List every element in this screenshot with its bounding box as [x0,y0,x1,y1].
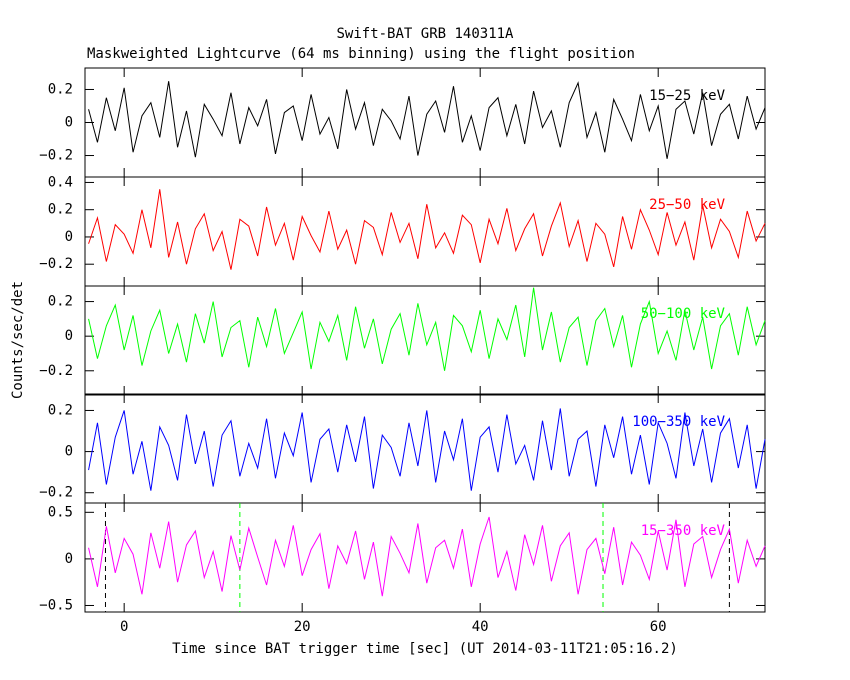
lightcurve [88,287,766,371]
x-tick-label: 40 [472,619,489,635]
chart-title: Swift-BAT GRB 140311A [336,26,514,42]
y-tick-label: 0.2 [48,81,73,97]
y-tick-label: 0.2 [48,202,73,218]
lightcurve [88,81,766,159]
y-tick-label: 0 [65,328,73,344]
y-tick-label: 0 [65,444,73,460]
x-tick-label: 60 [650,619,667,635]
y-tick-label: 0.2 [48,402,73,418]
y-tick-label: −0.2 [39,485,73,501]
chart-subtitle: Maskweighted Lightcurve (64 ms binning) … [87,46,635,62]
y-axis-label: Counts/sec/det [10,281,26,399]
x-tick-label: 20 [294,619,311,635]
y-tick-label: −0.5 [39,597,73,613]
y-tick-label: 0 [65,115,73,131]
lightcurve [88,189,766,270]
panel-frame [84,285,766,396]
y-tick-label: 0.4 [48,174,73,190]
panel-frame [84,502,766,613]
legend-label: 15−350 keV [641,523,726,539]
legend-label: 50−100 keV [641,306,726,322]
legend-label: 100−350 keV [632,414,725,430]
x-axis-label: Time since BAT trigger time [sec] (UT 20… [172,641,678,657]
panel-frame [84,393,766,504]
legend-label: 25−50 keV [649,197,725,213]
y-tick-label: 0 [65,551,73,567]
y-tick-label: −0.2 [39,363,73,379]
x-tick-label: 0 [120,619,128,635]
lightcurve [88,408,766,491]
y-tick-label: 0.2 [48,294,73,310]
y-tick-label: −0.2 [39,148,73,164]
y-tick-label: 0 [65,229,73,245]
lightcurve [88,516,766,597]
legend-label: 15−25 keV [649,88,725,104]
y-tick-label: 0.5 [48,504,73,520]
y-tick-label: −0.2 [39,256,73,272]
